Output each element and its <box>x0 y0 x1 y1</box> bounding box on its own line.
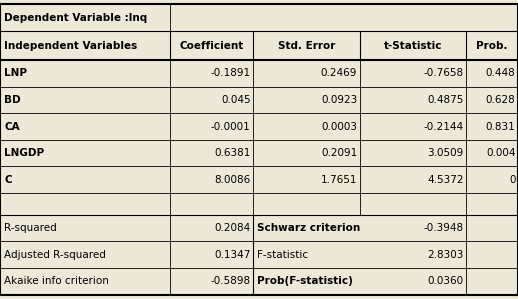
Text: -0.1891: -0.1891 <box>210 68 251 78</box>
Text: 0.045: 0.045 <box>221 95 251 105</box>
Text: 0.004: 0.004 <box>486 148 515 158</box>
Bar <box>0 268 518 295</box>
Text: 0.0360: 0.0360 <box>427 276 464 286</box>
Text: -0.2144: -0.2144 <box>424 121 464 132</box>
Text: 4.5372: 4.5372 <box>427 175 464 185</box>
Text: 0.0003: 0.0003 <box>321 121 357 132</box>
Bar <box>0 215 518 241</box>
Text: LNP: LNP <box>4 68 27 78</box>
Bar <box>0 87 518 113</box>
Text: Adjusted R-squared: Adjusted R-squared <box>4 250 106 260</box>
Text: 0.2084: 0.2084 <box>214 223 251 233</box>
Text: Prob(F-statistic): Prob(F-statistic) <box>257 276 353 286</box>
Text: Coefficient: Coefficient <box>179 41 243 51</box>
Text: Dependent Variable :lnq: Dependent Variable :lnq <box>4 13 148 23</box>
Text: 0.6381: 0.6381 <box>214 148 251 158</box>
Text: 1.7651: 1.7651 <box>321 175 357 185</box>
Bar <box>0 31 518 60</box>
Text: 3.0509: 3.0509 <box>427 148 464 158</box>
Text: -0.0001: -0.0001 <box>211 121 251 132</box>
Text: -0.3948: -0.3948 <box>424 223 464 233</box>
Text: 2.8303: 2.8303 <box>427 250 464 260</box>
Bar <box>0 140 518 167</box>
Text: 0: 0 <box>509 175 515 185</box>
Text: BD: BD <box>4 95 21 105</box>
Text: 0.831: 0.831 <box>486 121 515 132</box>
Text: Std. Error: Std. Error <box>278 41 335 51</box>
Bar <box>0 241 518 268</box>
Text: 0.1347: 0.1347 <box>214 250 251 260</box>
Text: 8.0086: 8.0086 <box>214 175 251 185</box>
Text: 0.448: 0.448 <box>486 68 515 78</box>
Text: Akaike info criterion: Akaike info criterion <box>4 276 109 286</box>
Text: F-statistic: F-statistic <box>257 250 309 260</box>
Text: Schwarz criterion: Schwarz criterion <box>257 223 361 233</box>
Text: 0.2469: 0.2469 <box>321 68 357 78</box>
Bar <box>0 60 518 87</box>
Bar <box>0 113 518 140</box>
Text: 0.628: 0.628 <box>486 95 515 105</box>
Text: Independent Variables: Independent Variables <box>4 41 137 51</box>
Text: LNGDP: LNGDP <box>4 148 44 158</box>
Text: Prob.: Prob. <box>477 41 508 51</box>
Text: 0.2091: 0.2091 <box>321 148 357 158</box>
Bar <box>0 193 518 215</box>
Bar <box>0 167 518 193</box>
Bar <box>0 4 518 31</box>
Text: t-Statistic: t-Statistic <box>384 41 442 51</box>
Text: R-squared: R-squared <box>4 223 57 233</box>
Text: CA: CA <box>4 121 20 132</box>
Text: -0.7658: -0.7658 <box>424 68 464 78</box>
Text: C: C <box>4 175 12 185</box>
Text: 0.0923: 0.0923 <box>321 95 357 105</box>
Text: 0.4875: 0.4875 <box>427 95 464 105</box>
Text: -0.5898: -0.5898 <box>210 276 251 286</box>
